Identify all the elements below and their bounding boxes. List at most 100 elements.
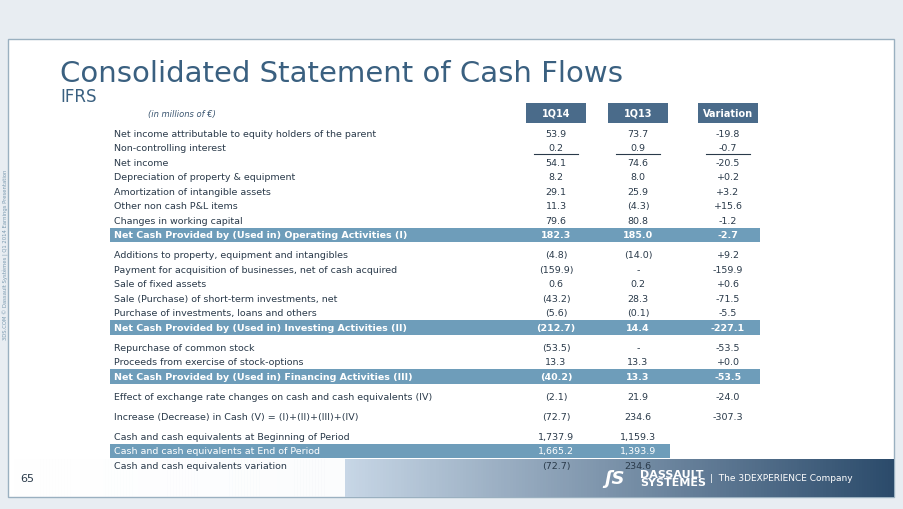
Bar	[227, 459, 229, 497]
Bar	[132, 459, 135, 497]
Bar	[200, 459, 203, 497]
Text: (72.7): (72.7)	[541, 461, 570, 470]
Bar	[444, 459, 448, 497]
Bar	[276, 459, 280, 497]
Bar	[775, 459, 778, 497]
Bar	[388, 459, 392, 497]
Text: (4.3): (4.3)	[626, 202, 648, 211]
Text: Repurchase of common stock: Repurchase of common stock	[114, 343, 255, 352]
Bar	[61, 459, 64, 497]
Bar	[702, 459, 704, 497]
Text: -: -	[636, 265, 639, 274]
Bar	[884, 459, 888, 497]
Bar	[858, 459, 861, 497]
Bar	[737, 459, 740, 497]
Bar	[88, 459, 91, 497]
Text: +9.2: +9.2	[716, 251, 739, 260]
Bar	[854, 459, 858, 497]
Text: 28.3: 28.3	[627, 294, 647, 303]
Bar	[135, 459, 138, 497]
Bar	[288, 459, 292, 497]
Bar	[509, 459, 513, 497]
Bar	[604, 459, 608, 497]
Bar	[76, 459, 79, 497]
Bar	[890, 459, 893, 497]
Bar	[872, 459, 876, 497]
Bar	[294, 459, 298, 497]
Bar	[483, 459, 487, 497]
Bar	[50, 459, 52, 497]
Text: -159.9: -159.9	[712, 265, 742, 274]
Bar	[244, 459, 247, 497]
Bar	[206, 459, 209, 497]
Text: 8.2: 8.2	[548, 173, 563, 182]
Bar	[816, 459, 820, 497]
Bar	[327, 459, 330, 497]
Text: Sale of fixed assets: Sale of fixed assets	[114, 280, 206, 289]
Bar	[516, 459, 519, 497]
Text: SYSTEMES: SYSTEMES	[639, 477, 705, 487]
Text: 53.9: 53.9	[545, 129, 566, 138]
Bar	[164, 459, 168, 497]
Bar	[672, 459, 675, 497]
Bar	[489, 459, 492, 497]
Bar	[740, 459, 743, 497]
Text: (40.2): (40.2)	[539, 372, 572, 381]
Text: (43.2): (43.2)	[541, 294, 570, 303]
Bar	[465, 459, 469, 497]
Bar	[300, 459, 303, 497]
Bar	[451, 459, 454, 497]
Text: 13.3: 13.3	[627, 357, 648, 366]
Text: 1,737.9: 1,737.9	[537, 432, 573, 441]
Bar	[654, 459, 657, 497]
Bar	[448, 459, 451, 497]
Bar	[374, 459, 377, 497]
Bar	[158, 459, 162, 497]
Bar	[120, 459, 124, 497]
Bar	[395, 459, 398, 497]
Text: -307.3: -307.3	[712, 412, 742, 421]
Bar	[141, 459, 144, 497]
Bar	[581, 459, 583, 497]
Bar	[477, 459, 480, 497]
Bar	[379, 459, 383, 497]
Text: |  The 3DEXPERIENCE Company: | The 3DEXPERIENCE Company	[709, 473, 852, 483]
Bar	[442, 459, 445, 497]
Text: Net Cash Provided by (Used in) Operating Activities (I): Net Cash Provided by (Used in) Operating…	[114, 231, 407, 240]
Bar	[439, 459, 442, 497]
Text: Consolidated Statement of Cash Flows: Consolidated Statement of Cash Flows	[60, 60, 622, 88]
Bar	[825, 459, 829, 497]
Text: +0.6: +0.6	[716, 280, 739, 289]
Bar	[344, 459, 348, 497]
Bar	[256, 459, 259, 497]
Bar	[111, 459, 115, 497]
Text: 74.6: 74.6	[627, 158, 647, 167]
Bar	[335, 459, 339, 497]
Bar	[117, 459, 121, 497]
Bar	[468, 459, 471, 497]
Text: -227.1: -227.1	[710, 323, 744, 332]
Bar	[418, 459, 422, 497]
Bar	[309, 459, 312, 497]
Bar	[601, 459, 604, 497]
Bar	[424, 459, 427, 497]
Text: Increase (Decrease) in Cash (V) = (I)+(II)+(III)+(IV): Increase (Decrease) in Cash (V) = (I)+(I…	[114, 412, 358, 421]
Bar	[742, 459, 746, 497]
Text: Cash and cash equivalents at End of Period: Cash and cash equivalents at End of Peri…	[114, 446, 320, 456]
Bar	[495, 459, 498, 497]
Bar	[397, 459, 401, 497]
Text: 1,159.3: 1,159.3	[619, 432, 656, 441]
Bar	[339, 459, 342, 497]
Text: 1Q13: 1Q13	[623, 109, 652, 119]
Text: Cash and cash equivalents variation: Cash and cash equivalents variation	[114, 461, 286, 470]
Bar	[607, 459, 610, 497]
Bar	[852, 459, 855, 497]
Bar	[102, 459, 106, 497]
Bar	[518, 459, 522, 497]
Bar	[383, 459, 386, 497]
Text: 0.9: 0.9	[629, 144, 645, 153]
Bar	[348, 459, 350, 497]
Bar	[409, 459, 413, 497]
Bar	[283, 459, 285, 497]
Bar	[332, 459, 336, 497]
